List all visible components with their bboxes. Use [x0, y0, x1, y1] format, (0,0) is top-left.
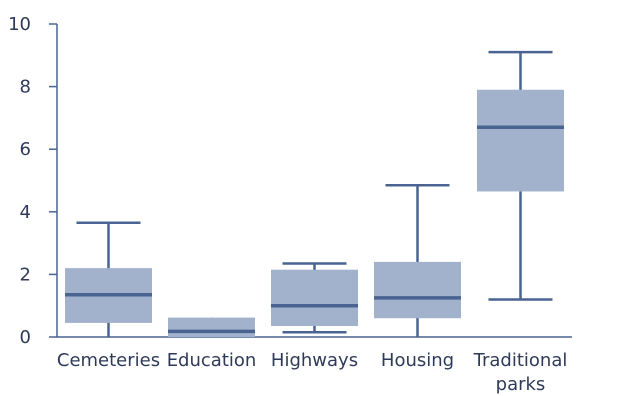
- box-1: [168, 317, 255, 337]
- category-label-line: Housing: [381, 350, 454, 371]
- box-iqr: [477, 89, 564, 192]
- axes-group: 0 2 4 6 8 10: [8, 14, 572, 348]
- category-label: Cemeteries: [57, 350, 160, 371]
- category-label-line: Highways: [271, 350, 358, 371]
- box-4: [477, 50, 564, 301]
- category-label-line: Traditional: [473, 350, 568, 371]
- box-iqr: [168, 317, 255, 337]
- box-iqr: [271, 269, 358, 327]
- category-label-line: Cemeteries: [57, 350, 160, 371]
- category-label: Traditional parks: [473, 350, 568, 395]
- box-3: [374, 183, 461, 337]
- category-label-line: Education: [167, 350, 257, 371]
- category-label-line: parks: [496, 374, 546, 395]
- y-tick-label: 0: [20, 327, 31, 348]
- y-tick-label: 10: [8, 14, 31, 35]
- y-tick-label: 8: [20, 77, 31, 98]
- box-iqr: [374, 261, 461, 319]
- box-0: [65, 221, 152, 337]
- box-2: [271, 262, 358, 334]
- y-tick-label: 2: [20, 264, 31, 285]
- boxes-group: [65, 50, 564, 337]
- category-label: Highways: [271, 350, 358, 371]
- category-label: Housing: [381, 350, 454, 371]
- category-label: Education: [167, 350, 257, 371]
- labels-group: Cemeteries Education Highways Housing Tradit…: [57, 350, 567, 395]
- y-tick-label: 6: [20, 139, 31, 160]
- y-tick-label: 4: [20, 202, 31, 223]
